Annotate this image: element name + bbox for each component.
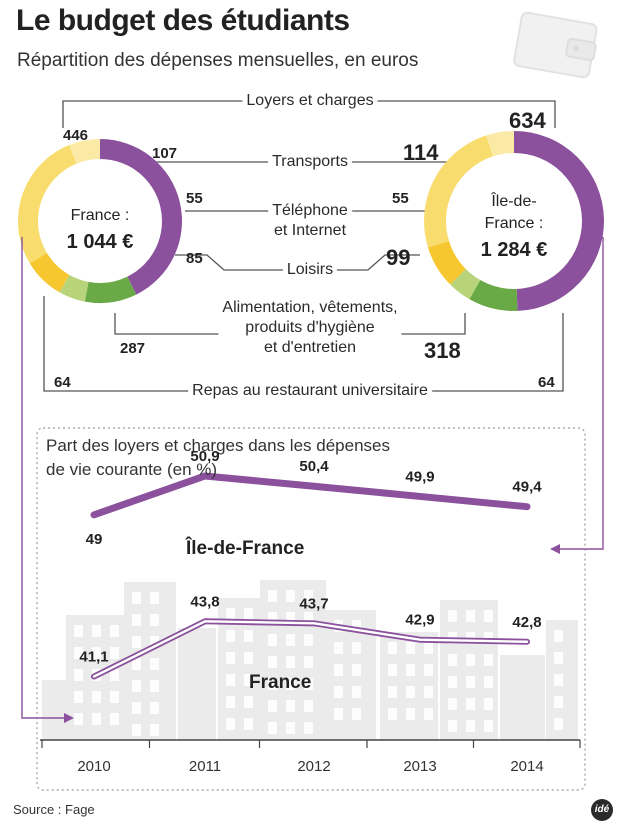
- label-transports: Transports: [268, 152, 352, 172]
- france-point-label: 41,1: [79, 649, 108, 666]
- line-chart-title-line1: Part des loyers et charges dans les dépe…: [46, 436, 390, 455]
- x-tick-label: 2010: [77, 758, 110, 775]
- france-slice-2: [84, 276, 137, 303]
- idf-label-line1: Île-de-: [491, 193, 537, 210]
- idf-point-label: 50,4: [299, 458, 329, 475]
- label-alimentation: Alimentation, vêtements, produits d'hygi…: [218, 298, 402, 358]
- idf-value-repas: 64: [538, 374, 555, 391]
- france-center-label: France : 1 044 €: [67, 205, 134, 253]
- france-slice-6: [69, 139, 100, 164]
- label-loisirs: Loisirs: [282, 260, 338, 280]
- idf-total: 1 284 €: [480, 239, 548, 261]
- idf-label-line2: France :: [484, 215, 544, 232]
- series-france: [91, 618, 530, 680]
- pointer-france: [21, 237, 64, 719]
- series-label-idf: Île-de-France: [186, 538, 305, 559]
- series-idf: [90, 472, 531, 519]
- idf-slice-4: [427, 240, 466, 285]
- label-repas: Repas au restaurant universitaire: [188, 381, 432, 401]
- x-tick-label: 2011: [189, 758, 221, 775]
- label-telephone: Téléphone et Internet: [268, 201, 352, 241]
- pointer-france-arrowhead: [64, 713, 74, 723]
- series-idf-line: [90, 472, 531, 519]
- idf-slice-6: [486, 131, 514, 157]
- line-chart-title: Part des loyers et charges dans les dépe…: [46, 434, 466, 482]
- label-telephone-line1: Téléphone: [272, 202, 348, 219]
- idf-point-label: 50,9: [190, 448, 219, 465]
- idf-slice-5: [424, 135, 494, 248]
- idf-point-label: 49,4: [512, 479, 542, 496]
- france-value-loisirs: 85: [186, 250, 203, 267]
- france-label: France :: [70, 207, 130, 224]
- source: Source : Fage: [13, 802, 95, 817]
- label-alimentation-line3: et d'entretien: [263, 339, 357, 356]
- series-france-line-inner: [92, 620, 529, 678]
- x-tick-label: 2012: [297, 758, 330, 775]
- chart-title: Le budget des étudiants: [16, 4, 350, 37]
- idf-value-transports: 114: [403, 140, 439, 165]
- idf-center-label: Île-de- France : 1 284 €: [481, 191, 548, 261]
- idf-slice-2: [469, 280, 518, 311]
- france-slice-1: [100, 139, 182, 295]
- france-value-transports: 107: [152, 145, 178, 162]
- label-alimentation-line1: Alimentation, vêtements,: [222, 299, 398, 316]
- france-value-telephone: 55: [186, 190, 203, 207]
- france-point-label: 43,8: [190, 593, 219, 610]
- idf-value-loyers: 634: [509, 108, 546, 133]
- france-slice-4: [29, 252, 70, 293]
- france-value-alimentation: 287: [120, 340, 146, 357]
- label-telephone-line2: et Internet: [273, 222, 347, 239]
- wallet-icon: [513, 11, 598, 79]
- idf-point-label: 49: [86, 531, 103, 548]
- pointer-idf: [560, 237, 604, 550]
- france-value-repas: 64: [54, 374, 71, 391]
- idf-value-alimentation: 318: [424, 338, 461, 363]
- france-total: 1 044 €: [66, 231, 134, 253]
- donut-france: [18, 139, 182, 303]
- france-slice-3: [59, 274, 89, 302]
- pointer-idf-arrowhead: [550, 544, 560, 554]
- france-point-label: 43,7: [299, 595, 328, 612]
- donut-idf: [424, 131, 604, 311]
- line-chart-frame: [36, 427, 586, 791]
- x-tick-label: 2014: [510, 758, 543, 775]
- idf-point-label: 49,9: [405, 468, 434, 485]
- series-label-france: France: [249, 672, 312, 693]
- label-loyers: Loyers et charges: [242, 91, 378, 111]
- budget-diagram: [18, 100, 604, 392]
- idf-value-loisirs: 99: [386, 245, 411, 270]
- idf-slice-1: [514, 131, 604, 311]
- france-point-label: 42,8: [512, 614, 541, 631]
- france-point-label: 42,9: [405, 612, 434, 629]
- x-tick-label: 2013: [403, 758, 436, 775]
- france-value-loyers: 446: [63, 127, 89, 144]
- line-chart-title-line2: de vie courante (en %): [46, 460, 218, 479]
- idf-value-telephone: 55: [392, 190, 409, 207]
- chart-subtitle: Répartition des dépenses mensuelles, en …: [17, 50, 419, 71]
- label-alimentation-line2: produits d'hygiène: [245, 319, 375, 336]
- france-slice-5: [18, 145, 77, 264]
- publisher-logo: idé: [591, 799, 613, 821]
- idf-slice-3: [450, 268, 481, 300]
